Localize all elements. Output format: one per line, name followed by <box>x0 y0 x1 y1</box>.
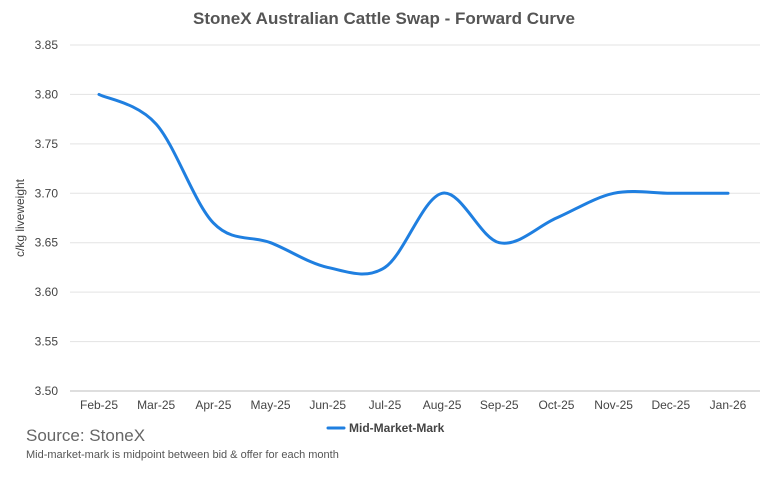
x-tick-label: Jul-25 <box>369 398 402 412</box>
x-tick-label: Dec-25 <box>651 398 690 412</box>
y-tick-label: 3.80 <box>35 87 59 101</box>
grid-lines <box>70 44 760 392</box>
source-note: Source: StoneX <box>26 426 146 445</box>
y-tick-label: 3.70 <box>35 186 59 200</box>
y-tick-label: 3.65 <box>35 236 59 250</box>
x-tick-label: Nov-25 <box>594 398 633 412</box>
x-tick-label: Apr-25 <box>195 398 231 412</box>
y-tick-label: 3.60 <box>35 285 59 299</box>
x-tick-label: Jun-25 <box>309 398 346 412</box>
x-tick-label: Aug-25 <box>423 398 462 412</box>
x-tick-label: Oct-25 <box>538 398 574 412</box>
series-line-mid-market-mark <box>97 92 730 276</box>
x-tick-label: May-25 <box>251 398 291 412</box>
y-axis-label: c/kg liveweight <box>13 178 27 257</box>
x-tick-label: Sep-25 <box>480 398 519 412</box>
legend: Mid-Market-Mark <box>326 421 445 435</box>
y-tick-label: 3.85 <box>35 38 59 52</box>
y-tick-label: 3.55 <box>35 335 59 349</box>
x-tick-label: Feb-25 <box>80 398 118 412</box>
footnote: Mid-market-mark is midpoint between bid … <box>26 449 339 461</box>
x-axis-ticks: Feb-25 Mar-25 Apr-25 May-25 Jun-25 Jul-25 Aug-… <box>80 398 747 412</box>
x-tick-label: Mar-25 <box>137 398 175 412</box>
x-tick-label: Jan-26 <box>710 398 747 412</box>
chart-title: StoneX Australian Cattle Swap - Forward … <box>193 9 575 28</box>
y-tick-label: 3.50 <box>35 384 59 398</box>
y-axis-ticks: 3.50 3.55 3.60 3.65 3.70 3.75 3.80 3.85 <box>35 38 59 398</box>
y-tick-label: 3.75 <box>35 137 59 151</box>
series-lines <box>97 92 730 276</box>
legend-label: Mid-Market-Mark <box>349 421 445 435</box>
